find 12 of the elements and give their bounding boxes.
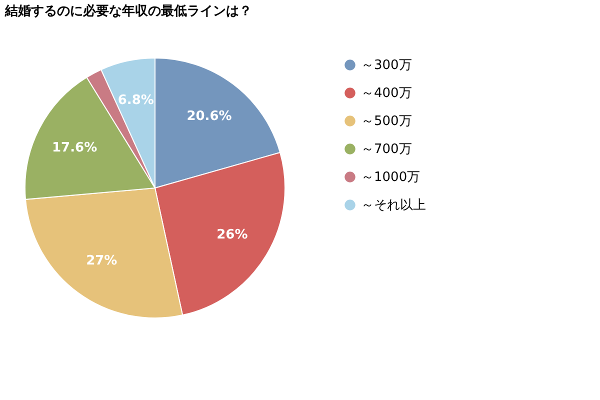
data-label: 26% (216, 227, 248, 242)
legend-label: ～400万 (361, 86, 412, 101)
data-label: 6.8% (118, 93, 154, 108)
legend-label: ～それ以上 (361, 198, 426, 213)
data-label: 17.6% (52, 140, 98, 156)
data-label: 20.6% (186, 109, 232, 124)
data-label: 27% (86, 253, 118, 268)
legend-label: ～700万 (361, 142, 412, 157)
legend-label: ～1000万 (361, 170, 420, 185)
legend-label: ～300万 (361, 58, 412, 73)
chart-title: 結婚するのに必要な年収の最低ラインは？ (4, 3, 252, 19)
legend-label: ～500万 (361, 114, 412, 129)
